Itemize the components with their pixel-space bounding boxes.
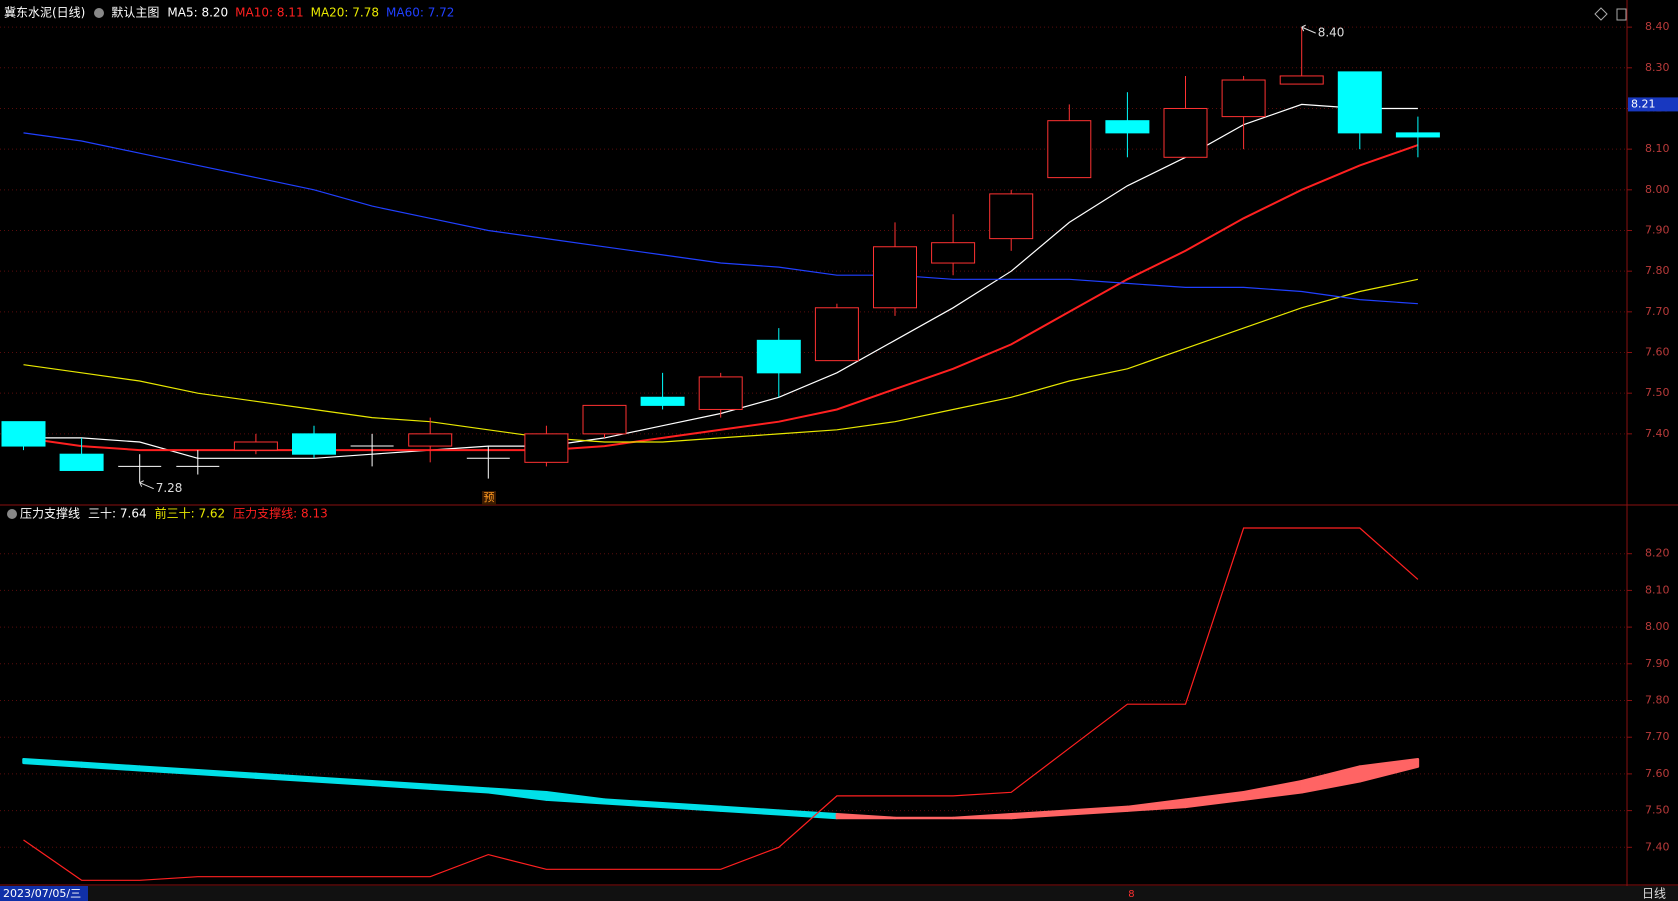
y-tick-label: 7.50	[1645, 386, 1670, 399]
x-tick-label: 8	[1128, 889, 1134, 900]
date-box	[0, 886, 88, 901]
annotation-label: 8.40	[1318, 26, 1345, 40]
y-tick-label: 8.10	[1645, 142, 1670, 155]
legend-item: 默认主图	[111, 5, 159, 20]
candle-body	[1047, 120, 1092, 179]
legend-item: MA20: 7.78	[311, 6, 379, 20]
legend-item: 压力支撑线: 8.13	[233, 506, 328, 521]
y-tick-label: 7.80	[1645, 264, 1670, 277]
marker: 预	[484, 491, 495, 504]
y-tick-label: 7.60	[1645, 767, 1670, 780]
last-price-box	[1628, 97, 1678, 112]
y-tick-label: 8.00	[1645, 183, 1670, 196]
candle-body	[582, 404, 627, 435]
candle-body	[1221, 79, 1266, 118]
y-tick-label: 8.10	[1645, 583, 1670, 596]
last-price-label: 8.21	[1631, 97, 1656, 110]
candle-body	[233, 441, 278, 451]
candle-body	[1395, 132, 1440, 138]
legend-item: 压力支撑线	[20, 506, 80, 521]
y-tick-label: 7.70	[1645, 730, 1670, 743]
y-tick-label: 7.50	[1645, 804, 1670, 817]
y-tick-label: 7.70	[1645, 305, 1670, 318]
annotation-label: 7.28	[156, 481, 183, 495]
legend-item: 三十: 7.64	[88, 507, 147, 521]
y-tick-label: 7.80	[1645, 694, 1670, 707]
y-tick-label: 7.40	[1645, 427, 1670, 440]
y-tick-label: 7.90	[1645, 657, 1670, 670]
y-tick-label: 7.60	[1645, 346, 1670, 359]
y-tick-label: 7.90	[1645, 223, 1670, 236]
marker-box	[482, 491, 496, 505]
y-tick-label: 8.30	[1645, 61, 1670, 74]
band-segment	[1358, 757, 1420, 783]
icon-panel[interactable]	[1616, 8, 1627, 21]
candle-body	[1163, 107, 1208, 158]
annotation-arrow	[139, 480, 154, 490]
y-tick-label: 8.20	[1645, 547, 1670, 560]
candle-body	[59, 453, 104, 471]
legend-item: MA10: 8.11	[235, 6, 303, 20]
footer-period: 日线	[1642, 887, 1666, 901]
main-toggle[interactable]	[94, 8, 104, 18]
footer-bar	[0, 886, 1678, 901]
band-segment	[835, 813, 897, 820]
candle-body	[524, 433, 569, 463]
candle-body	[931, 242, 976, 264]
candle-body	[408, 433, 453, 447]
y-tick-label: 8.40	[1645, 20, 1670, 33]
candle-body	[756, 339, 801, 374]
legend-item: MA60: 7.72	[386, 6, 454, 20]
y-tick-label: 7.40	[1645, 840, 1670, 853]
legend-item: 前三十: 7.62	[155, 506, 226, 521]
footer-date: 2023/07/05/三	[3, 887, 81, 900]
icon-diamond[interactable]	[1594, 7, 1608, 21]
candle-body	[292, 433, 336, 455]
candle-body	[1279, 75, 1324, 85]
candle-body	[989, 193, 1034, 240]
y-tick-label: 8.00	[1645, 620, 1670, 633]
candle-body	[1, 421, 46, 447]
ma-line	[23, 132, 1418, 305]
indicator-toggle[interactable]	[7, 509, 17, 519]
candle-body	[1337, 71, 1382, 134]
legend-item: 冀东水泥(日线)	[4, 6, 85, 20]
candle-body	[1105, 120, 1150, 134]
annotation-arrow	[1301, 24, 1316, 34]
pressure-line	[23, 527, 1419, 881]
candle-body	[640, 396, 685, 406]
candle-body	[873, 246, 917, 309]
candle-body	[814, 307, 859, 362]
ma-line	[23, 278, 1419, 443]
candle-body	[698, 376, 743, 410]
legend-item: MA5: 8.20	[167, 6, 228, 20]
